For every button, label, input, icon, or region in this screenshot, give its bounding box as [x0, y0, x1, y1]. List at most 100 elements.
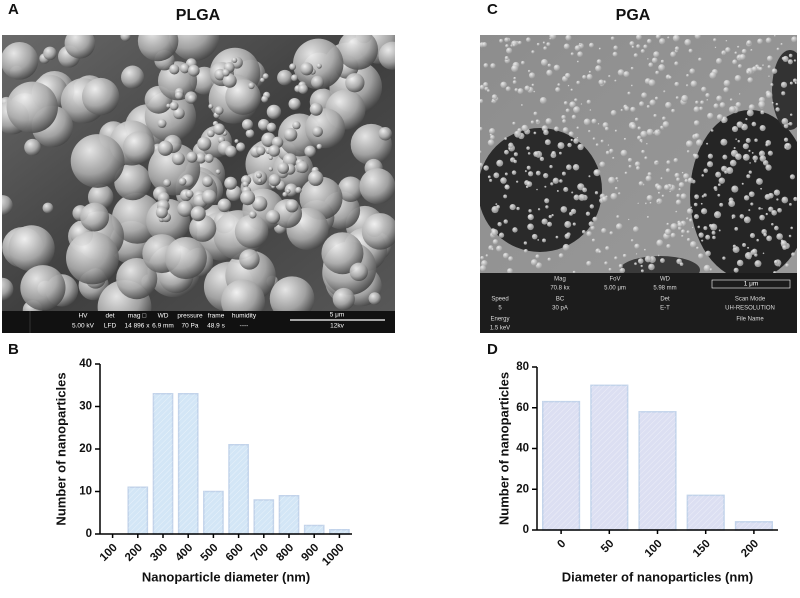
particle	[781, 91, 786, 96]
particle	[548, 215, 552, 219]
particle	[784, 146, 787, 149]
particle	[747, 77, 754, 84]
particle	[671, 108, 676, 113]
particle	[164, 237, 207, 280]
particle	[737, 57, 740, 59]
info-note: 12kv	[330, 323, 344, 330]
particle	[771, 68, 778, 74]
particle	[788, 234, 792, 238]
particle	[725, 40, 728, 42]
particle	[598, 79, 605, 86]
particle	[517, 40, 522, 45]
particle	[591, 118, 597, 124]
particle	[120, 35, 131, 42]
particle	[531, 83, 535, 87]
bar-hatch	[735, 521, 773, 530]
particle	[576, 60, 580, 63]
particle	[698, 232, 704, 238]
particle	[655, 70, 660, 75]
particle	[540, 58, 548, 66]
particle	[717, 183, 721, 187]
particle	[608, 75, 611, 78]
particle	[734, 74, 742, 82]
particle	[646, 128, 654, 136]
particle	[516, 180, 519, 183]
particle	[562, 119, 567, 124]
particle	[505, 44, 509, 48]
particle	[601, 227, 607, 234]
particle	[546, 69, 553, 77]
particle	[707, 153, 713, 159]
particle	[787, 59, 793, 65]
particle	[672, 35, 680, 42]
info-value: 70 Pa	[182, 323, 199, 330]
particle	[80, 202, 110, 232]
y-tick-label: 60	[516, 402, 529, 414]
bar-hatch	[542, 401, 580, 530]
particle	[737, 140, 741, 143]
particle	[739, 214, 745, 219]
particle	[487, 139, 495, 147]
particle	[513, 76, 517, 80]
particle	[543, 46, 548, 51]
particle	[745, 117, 748, 121]
particle	[537, 239, 540, 241]
particle	[563, 43, 570, 50]
particle	[646, 38, 652, 44]
particle	[789, 174, 795, 180]
particle	[503, 219, 508, 224]
particle	[618, 264, 623, 269]
particle	[632, 226, 639, 233]
particle	[361, 213, 395, 250]
particle	[304, 145, 316, 158]
particle	[378, 127, 392, 141]
particle	[637, 202, 640, 205]
particle	[639, 101, 645, 107]
particle	[511, 65, 519, 73]
particle	[561, 114, 566, 120]
particle	[505, 86, 511, 92]
particle	[649, 201, 652, 205]
particle	[202, 176, 213, 187]
bar-hatch	[128, 487, 148, 534]
particle	[527, 171, 534, 177]
particle	[588, 129, 591, 133]
particle	[504, 172, 508, 176]
particle	[8, 225, 55, 272]
particle	[499, 38, 504, 43]
particle	[544, 139, 551, 146]
particle	[485, 254, 489, 257]
particle	[658, 64, 666, 72]
particle	[758, 207, 762, 210]
particle	[767, 150, 773, 156]
particle	[609, 231, 614, 235]
y-tick-label: 20	[516, 483, 529, 495]
particle	[291, 74, 298, 82]
particle	[731, 185, 739, 193]
particle	[746, 40, 752, 46]
particle	[648, 79, 656, 87]
particle	[666, 244, 671, 249]
particle	[758, 67, 763, 71]
panel-letter: C	[487, 1, 498, 18]
particle	[634, 161, 641, 167]
particle	[562, 243, 570, 251]
particle	[619, 267, 626, 273]
particle	[630, 84, 633, 87]
particle	[245, 129, 255, 138]
particle	[157, 140, 173, 156]
particle	[488, 128, 496, 135]
particle	[608, 267, 612, 272]
particle	[701, 86, 707, 93]
particle	[706, 142, 709, 145]
particle	[627, 157, 633, 163]
info-value: 5.98 mm	[653, 286, 676, 292]
particle	[491, 100, 494, 103]
particle	[679, 262, 684, 266]
particle	[542, 238, 547, 243]
particle	[2, 195, 13, 216]
scale-label: 1 μm	[744, 281, 759, 288]
particle	[612, 51, 618, 57]
particle	[173, 107, 185, 120]
particle	[598, 47, 602, 50]
